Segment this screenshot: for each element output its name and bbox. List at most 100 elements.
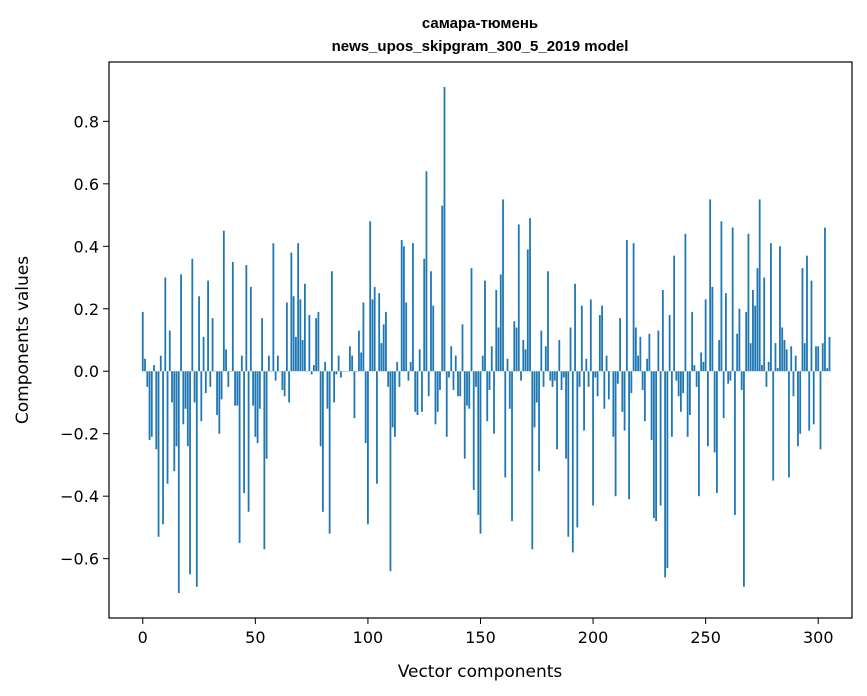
bar-133 — [441, 205, 444, 372]
bar-23 — [193, 371, 196, 403]
bar-53 — [261, 318, 263, 372]
bar-274 — [758, 199, 761, 372]
bar-35 — [220, 371, 223, 400]
bar-287 — [788, 371, 790, 478]
x-tick-label: 200 — [578, 628, 609, 647]
bar-120 — [412, 243, 414, 372]
bar-146 — [470, 268, 473, 372]
bar-292 — [799, 371, 802, 434]
bar-288 — [790, 346, 793, 372]
bar-21 — [189, 371, 191, 575]
bar-179 — [544, 346, 547, 372]
bar-126 — [425, 171, 428, 372]
y-tick-label: −0.2 — [60, 425, 99, 444]
bar-47 — [247, 371, 250, 512]
bar-239 — [679, 371, 682, 412]
bar-110 — [389, 371, 392, 572]
bar-243 — [688, 371, 691, 415]
bar-195 — [580, 305, 583, 372]
bar-20 — [186, 371, 189, 447]
y-tick-label: 0.4 — [74, 237, 99, 256]
bar-71 — [301, 340, 304, 372]
bar-5 — [153, 364, 155, 372]
bar-269 — [747, 233, 750, 372]
x-axis-label: Vector components — [398, 662, 563, 682]
bar-260 — [727, 371, 730, 384]
bar-198 — [587, 371, 590, 387]
bar-276 — [763, 277, 766, 372]
bar-8 — [159, 355, 162, 372]
bar-303 — [824, 227, 826, 372]
bar-278 — [767, 361, 770, 372]
bar-29 — [207, 280, 209, 372]
bar-156 — [493, 371, 495, 434]
bar-219 — [634, 327, 637, 372]
bar-194 — [578, 371, 581, 387]
bar-69 — [297, 243, 300, 372]
bar-16 — [177, 371, 180, 594]
bar-132 — [439, 371, 441, 390]
bar-255 — [716, 371, 718, 494]
y-axis: −0.6 −0.4 −0.2 0.0 0.2 0.4 0.6 0.8 — [60, 112, 109, 569]
bar-196 — [583, 371, 585, 431]
bar-233 — [666, 371, 669, 569]
bar-38 — [227, 371, 230, 387]
bar-11 — [166, 371, 169, 484]
bar-290 — [794, 355, 797, 372]
bar-15 — [175, 371, 178, 447]
bar-104 — [376, 371, 378, 484]
bar-167 — [517, 224, 520, 372]
bar-158 — [497, 327, 500, 372]
bar-238 — [677, 371, 680, 397]
plot-frame — [108, 61, 853, 619]
bar-140 — [457, 371, 459, 397]
bar-19 — [184, 371, 187, 409]
bar-14 — [173, 371, 176, 472]
bar-184 — [556, 371, 558, 450]
bar-188 — [565, 371, 567, 459]
bar-154 — [488, 371, 491, 390]
bar-64 — [285, 302, 288, 372]
bar-98 — [362, 302, 365, 372]
bar-164 — [511, 371, 513, 522]
bar-227 — [652, 371, 655, 519]
bar-149 — [477, 371, 480, 515]
bar-280 — [772, 371, 775, 481]
bar-201 — [594, 371, 597, 378]
bar-222 — [641, 371, 644, 390]
bar-197 — [585, 358, 588, 372]
bar-131 — [436, 371, 439, 412]
bar-258 — [722, 371, 725, 419]
bar-166 — [515, 327, 518, 372]
bar-93 — [351, 355, 354, 372]
bar-297 — [810, 280, 813, 372]
bar-45 — [243, 371, 245, 494]
bar-88 — [340, 371, 342, 378]
bar-66 — [290, 252, 293, 372]
bar-305 — [828, 336, 831, 372]
bar-135 — [445, 371, 448, 437]
bar-111 — [391, 371, 394, 428]
chart-title-line1: самара-тюмень — [422, 15, 538, 32]
bar-81 — [324, 361, 327, 372]
bar-215 — [625, 240, 628, 372]
bar-291 — [797, 371, 799, 447]
bar-80 — [321, 371, 324, 512]
bar-244 — [691, 311, 694, 372]
x-tick-label: 0 — [138, 628, 148, 647]
bar-13 — [171, 371, 173, 403]
bar-206 — [605, 355, 608, 372]
bar-189 — [567, 371, 570, 537]
chart-title-line2: news_upos_skipgram_300_5_2019 model — [332, 38, 629, 55]
bar-78 — [317, 311, 320, 372]
bar-247 — [698, 371, 700, 497]
bar-283 — [779, 246, 781, 372]
bar-56 — [267, 355, 270, 372]
bar-180 — [547, 271, 549, 372]
y-tick-label: −0.4 — [60, 487, 99, 506]
y-tick-label: 0.2 — [74, 300, 99, 319]
bar-148 — [475, 371, 477, 387]
bar-249 — [702, 361, 705, 372]
bar-41 — [234, 371, 236, 406]
